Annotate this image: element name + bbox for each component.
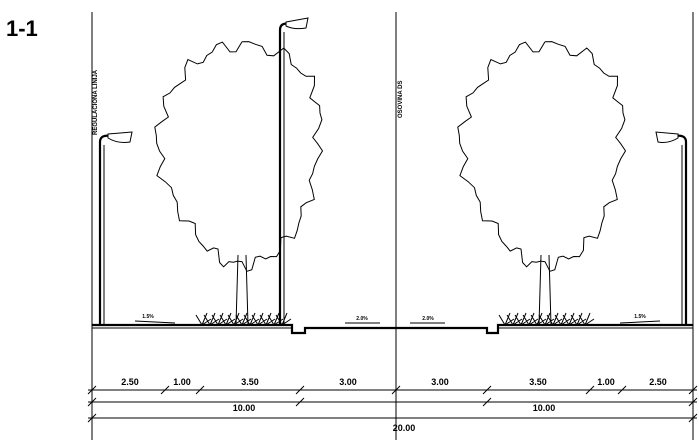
dimension-tick (87, 397, 97, 407)
dimension-label: 2.50 (649, 377, 667, 387)
dimension-tick (617, 385, 627, 395)
dimension-label: 3.50 (529, 377, 547, 387)
dimension-tick (482, 397, 492, 407)
dimension-tick (482, 385, 492, 395)
dimension-tick (87, 413, 97, 423)
dimension-label: 3.00 (431, 377, 449, 387)
dimension-label: 1.00 (597, 377, 615, 387)
lamp (655, 131, 688, 325)
axis-label: OSOVINA DS (398, 81, 404, 118)
dimension-label: 10.00 (233, 403, 256, 413)
dimension-label: 20.00 (393, 423, 416, 433)
dimension-tick (87, 385, 97, 395)
ground (92, 323, 693, 335)
section-title: 1-1 (6, 16, 38, 41)
tree (457, 41, 627, 326)
lamp (278, 17, 309, 325)
dimension-tick (391, 385, 401, 395)
slope-label: 2.0% (356, 316, 368, 322)
dimension-tick (195, 385, 205, 395)
lamp (98, 131, 133, 325)
dimension-label: 1.00 (173, 377, 191, 387)
dimension-tick (160, 385, 170, 395)
regulation-label: REGULACIONA LINIJA (93, 69, 99, 135)
dimension-tick (295, 385, 305, 395)
dimension-label: 2.50 (121, 377, 139, 387)
dimension-lines (87, 385, 698, 423)
dimension-label: 10.00 (533, 403, 556, 413)
dimension-tick (688, 385, 698, 395)
slope-label: 1.5% (142, 314, 154, 320)
dimension-tick (585, 385, 595, 395)
dimension-label: 3.50 (241, 377, 259, 387)
dimension-tick (688, 397, 698, 407)
slope-arrow (134, 320, 176, 324)
dimension-tick (295, 397, 305, 407)
dimension-label: 3.00 (339, 377, 357, 387)
slope-arrow (619, 320, 661, 324)
tree (154, 41, 324, 326)
slope-label: 2.0% (422, 316, 434, 322)
dimension-tick (688, 413, 698, 423)
slope-label: 1.5% (634, 314, 646, 320)
